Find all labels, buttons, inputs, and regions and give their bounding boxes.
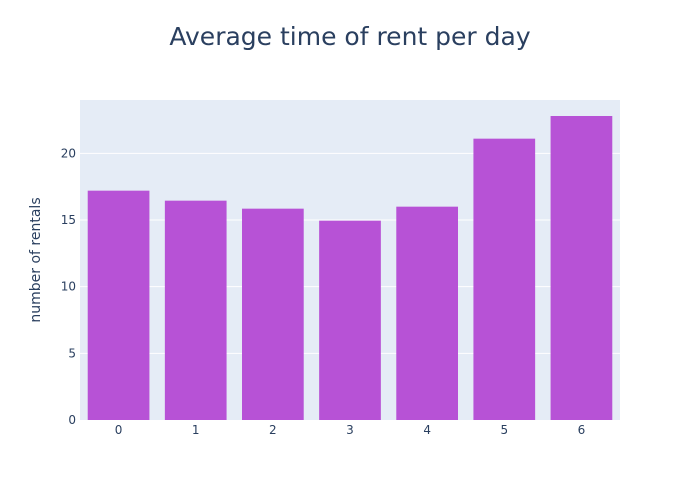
bar-1[interactable] [164, 200, 227, 420]
x-tick-label: 1 [192, 423, 200, 437]
chart-title: Average time of rent per day [169, 22, 530, 51]
bar-5[interactable] [473, 138, 536, 420]
y-tick-label: 10 [61, 280, 76, 294]
x-axis-ticks: 0 1 2 3 4 5 6 [115, 423, 585, 437]
bar-0[interactable] [87, 190, 150, 420]
x-tick-label: 0 [115, 423, 123, 437]
y-tick-label: 0 [68, 413, 76, 427]
x-tick-label: 4 [423, 423, 431, 437]
x-tick-label: 6 [578, 423, 586, 437]
y-tick-label: 5 [68, 346, 76, 360]
bar-6[interactable] [550, 116, 613, 420]
bar-3[interactable] [319, 220, 381, 420]
y-tick-label: 20 [61, 146, 76, 160]
y-axis-ticks: 0 5 10 15 20 [61, 146, 76, 427]
bar-2[interactable] [242, 208, 304, 420]
y-tick-label: 15 [61, 213, 76, 227]
bars [87, 116, 613, 420]
y-axis-title: number of rentals [28, 197, 44, 322]
x-tick-label: 5 [500, 423, 508, 437]
bar-4[interactable] [396, 206, 458, 420]
x-tick-label: 3 [346, 423, 354, 437]
x-tick-label: 2 [269, 423, 277, 437]
